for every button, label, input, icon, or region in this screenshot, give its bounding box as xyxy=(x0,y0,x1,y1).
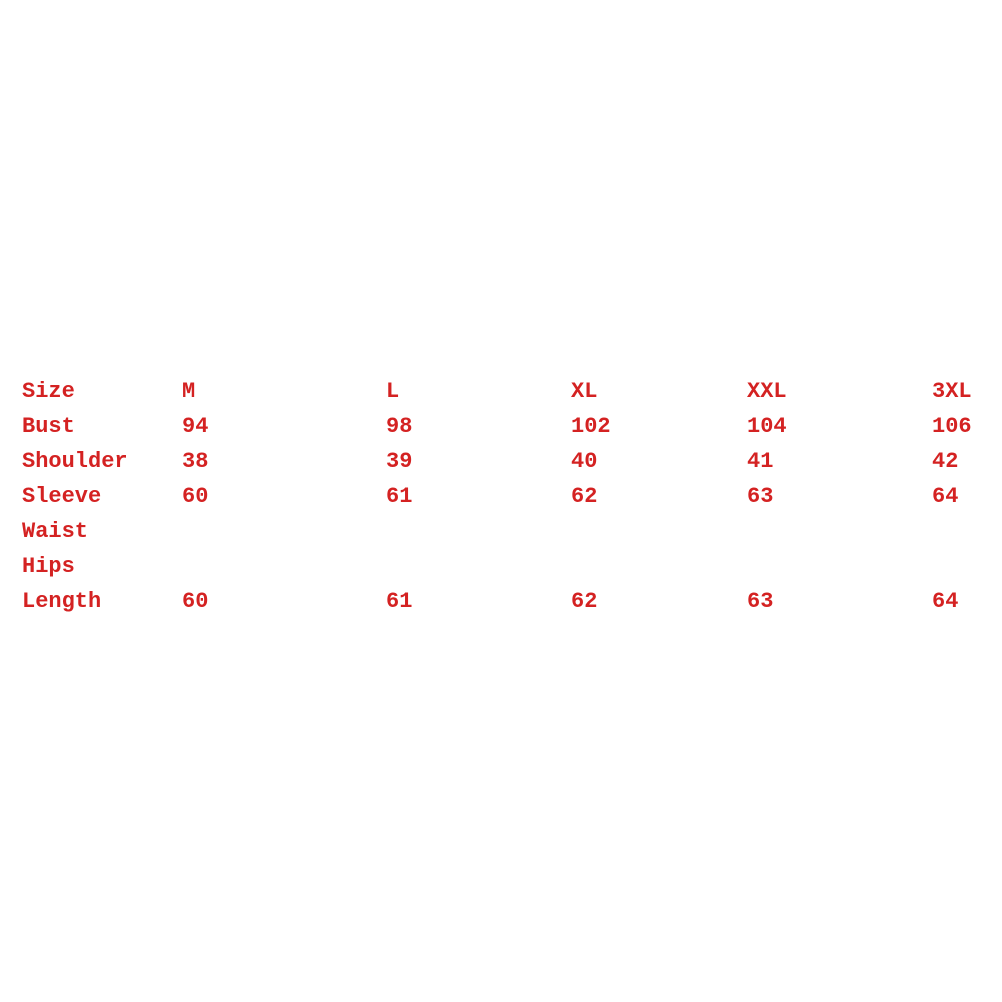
table-cell: 94 xyxy=(182,414,209,439)
table-cell: 42 xyxy=(932,449,959,474)
row-label: Hips xyxy=(22,554,75,579)
table-cell: 63 xyxy=(747,484,774,509)
table-cell: 64 xyxy=(932,589,959,614)
table-cell: XXL xyxy=(747,379,787,404)
table-cell: 60 xyxy=(182,589,209,614)
table-cell: 60 xyxy=(182,484,209,509)
row-label: Size xyxy=(22,379,75,404)
row-label: Waist xyxy=(22,519,89,544)
table-cell: 38 xyxy=(182,449,209,474)
table-cell: M xyxy=(182,379,196,404)
table-cell: XL xyxy=(571,379,598,404)
table-cell: 98 xyxy=(386,414,413,439)
table-cell: 64 xyxy=(932,484,959,509)
table-cell: 104 xyxy=(747,414,787,439)
table-cell: 39 xyxy=(386,449,413,474)
table-cell: 61 xyxy=(386,484,413,509)
table-cell: 102 xyxy=(571,414,611,439)
table-cell: L xyxy=(386,379,400,404)
row-label: Shoulder xyxy=(22,449,128,474)
table-cell: 62 xyxy=(571,589,598,614)
row-label: Bust xyxy=(22,414,75,439)
table-cell: 40 xyxy=(571,449,598,474)
row-label: Length xyxy=(22,589,102,614)
table-cell: 63 xyxy=(747,589,774,614)
table-cell: 3XL xyxy=(932,379,972,404)
table-cell: 61 xyxy=(386,589,413,614)
row-label: Sleeve xyxy=(22,484,102,509)
table-cell: 106 xyxy=(932,414,972,439)
table-cell: 41 xyxy=(747,449,774,474)
table-cell: 62 xyxy=(571,484,598,509)
